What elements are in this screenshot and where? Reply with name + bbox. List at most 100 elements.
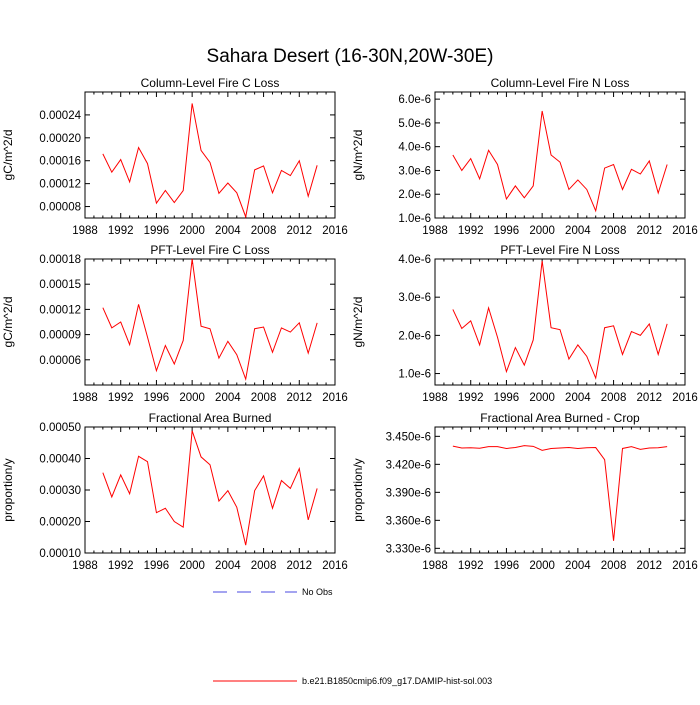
x-tick-label: 2016 [672,560,698,572]
legend-obs-label: No Obs [302,587,333,597]
x-tick-label: 2008 [251,392,277,404]
y-tick-label: 5.0e-6 [398,118,431,130]
x-tick-label: 2004 [565,225,591,237]
y-tick-label: 0.00015 [39,279,81,291]
x-tick-label: 2000 [179,225,205,237]
y-axis-label: gN/m^2/d [351,297,365,348]
y-axis-label: proportion/y [1,458,15,521]
y-tick-label: 4.0e-6 [398,142,431,154]
y-tick-label: 2.0e-6 [398,330,431,342]
x-tick-label: 1988 [72,225,98,237]
panel-5: Fractional Area Burned 1988 1992 1996 2000 20… [1,411,348,572]
panels-group: Column-Level Fire C Loss 1988 1992 1996 2000… [1,76,698,572]
x-tick-label: 2012 [286,560,312,572]
y-tick-label: 0.00018 [39,254,81,266]
x-tick-label: 2016 [672,225,698,237]
x-tick-label: 1988 [422,225,448,237]
x-tick-label: 2012 [286,392,312,404]
x-tick-label: 2004 [215,560,241,572]
y-tick-label: 0.00050 [39,422,81,434]
panel-title: Column-Level Fire N Loss [491,76,630,90]
y-tick-label: 3.330e-6 [386,543,431,555]
x-tick-label: 1996 [494,225,520,237]
x-tick-label: 2000 [529,225,555,237]
x-tick-label: 2000 [529,392,555,404]
x-tick-label: 2004 [565,560,591,572]
panel-6: Fractional Area Burned - Crop 1988 1992 199… [351,411,698,572]
y-axis-label: gC/m^2/d [1,297,15,348]
y-tick-label: 0.00012 [39,179,81,191]
plot-frame [84,258,336,386]
x-tick-label: 2000 [179,392,205,404]
x-tick-label: 2000 [529,560,555,572]
x-tick-label: 1992 [458,225,484,237]
series-line [452,110,668,213]
legend-model-label: b.e21.B1850cmip6.f09_g17.DAMIP-hist-sol.… [302,676,492,686]
x-tick-label: 2012 [286,225,312,237]
plot-frame [84,426,336,554]
x-tick-label: 1992 [108,560,134,572]
series-line [452,260,668,380]
y-tick-label: 0.00009 [39,330,81,342]
panel-4: PFT-Level Fire N Loss 1988 1992 1996 2000 200… [351,243,698,404]
x-tick-label: 2008 [251,225,277,237]
y-tick-label: 6.0e-6 [398,94,431,106]
y-tick-label: 3.390e-6 [386,487,431,499]
plot-frame [434,91,686,219]
y-tick-label: 0.00008 [39,202,81,214]
y-tick-label: 1.0e-6 [398,369,431,381]
panel-3: PFT-Level Fire C Loss 1988 1992 1996 2000 200… [1,243,348,404]
panel-title: Fractional Area Burned - Crop [480,411,640,425]
panel-2: Column-Level Fire N Loss 1988 1992 1996 2000… [351,76,698,237]
y-tick-label: 2.0e-6 [398,189,431,201]
series-line [102,258,318,382]
x-tick-label: 1992 [108,225,134,237]
x-tick-label: 1988 [72,392,98,404]
x-tick-label: 2004 [215,225,241,237]
series-line [102,103,318,219]
y-tick-label: 0.00024 [39,110,81,122]
series-line [102,430,318,546]
y-tick-label: 3.360e-6 [386,515,431,527]
y-axis-label: gN/m^2/d [351,130,365,181]
x-tick-label: 2004 [565,392,591,404]
x-tick-label: 2008 [601,392,627,404]
y-tick-label: 0.00040 [39,454,81,466]
x-tick-label: 2004 [215,392,241,404]
x-tick-label: 2008 [601,560,627,572]
x-tick-label: 1996 [144,225,170,237]
panel-1: Column-Level Fire C Loss 1988 1992 1996 2000… [1,76,348,237]
y-tick-label: 4.0e-6 [398,254,431,266]
x-tick-label: 2016 [322,392,348,404]
panel-title: PFT-Level Fire N Loss [500,243,619,257]
x-tick-label: 1996 [494,392,520,404]
plot-frame [84,91,336,219]
x-tick-label: 1992 [458,392,484,404]
y-tick-label: 0.00010 [39,548,81,560]
x-tick-label: 2016 [322,225,348,237]
plot-frame [434,258,686,386]
x-tick-label: 1996 [494,560,520,572]
y-tick-label: 0.00012 [39,304,81,316]
y-tick-label: 3.0e-6 [398,292,431,304]
legend: No Obs b.e21.B1850cmip6.f09_g17.DAMIP-hi… [213,587,492,686]
y-tick-label: 3.0e-6 [398,165,431,177]
y-tick-label: 0.00006 [39,355,81,367]
y-tick-label: 1.0e-6 [398,213,431,225]
x-tick-label: 2008 [601,225,627,237]
x-tick-label: 2000 [179,560,205,572]
y-tick-label: 3.420e-6 [386,459,431,471]
figure-title: Sahara Desert (16-30N,20W-30E) [207,46,494,67]
x-tick-label: 1988 [422,392,448,404]
y-tick-label: 0.00016 [39,156,81,168]
y-tick-label: 0.00020 [39,133,81,145]
panel-title: PFT-Level Fire C Loss [150,243,269,257]
panel-title: Column-Level Fire C Loss [141,76,280,90]
y-tick-label: 0.00020 [39,517,81,529]
x-tick-label: 2016 [672,392,698,404]
x-tick-label: 1988 [72,560,98,572]
x-tick-label: 1988 [422,560,448,572]
x-tick-label: 1996 [144,560,170,572]
